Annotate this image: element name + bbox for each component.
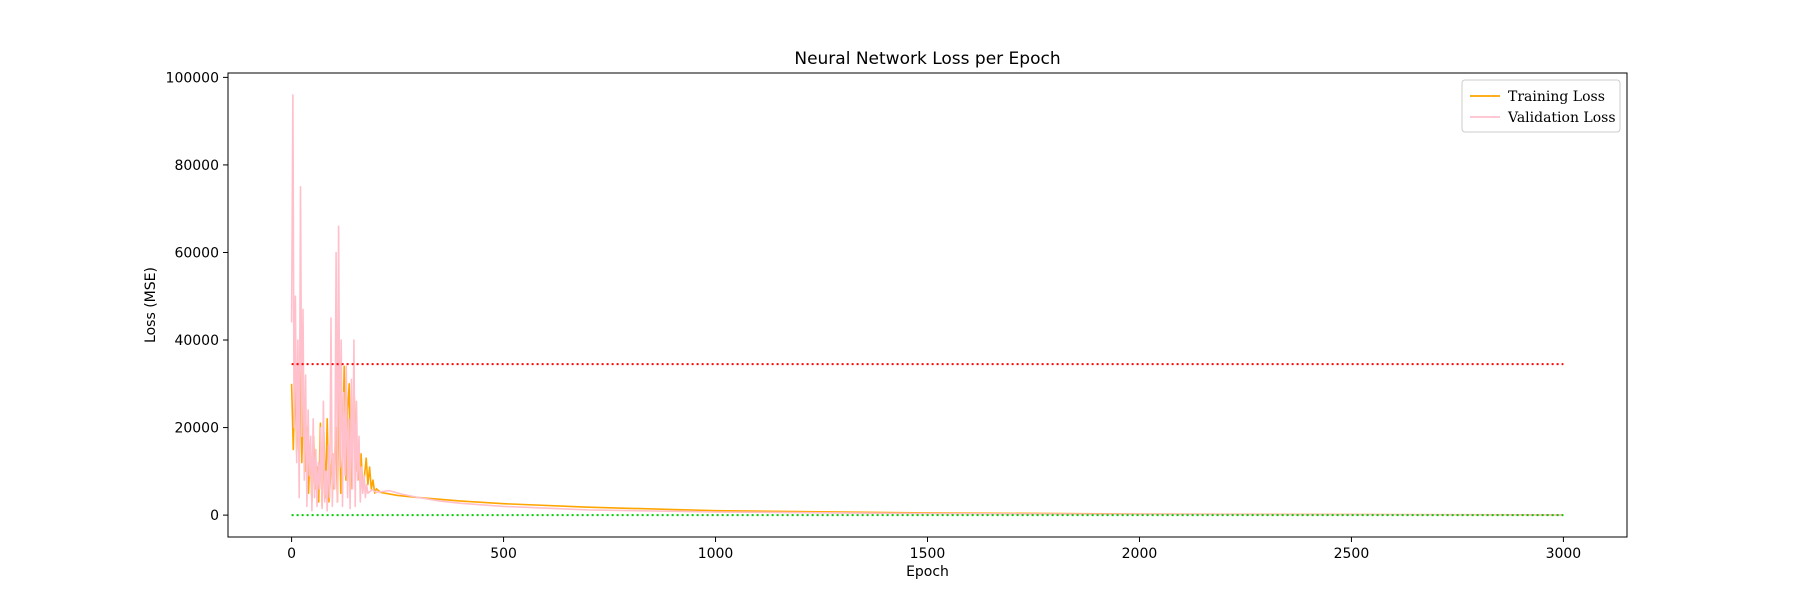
x-tick-label: 0 xyxy=(287,546,296,562)
y-tick-label: 60000 xyxy=(174,245,219,261)
legend-entry: Validation Loss xyxy=(1507,110,1616,126)
x-tick-label: 2000 xyxy=(1122,546,1158,562)
y-tick-label: 0 xyxy=(210,508,219,524)
axes: 0 500 1000 1500 2000 2500 3000 0 20000 40000 60000… xyxy=(166,70,1628,562)
legend: Training Loss Validation Loss xyxy=(1461,79,1621,133)
x-tick-label: 3000 xyxy=(1546,546,1582,562)
legend-box xyxy=(1461,79,1621,133)
chart-title: Neural Network Loss per Epoch xyxy=(794,49,1060,69)
plot-frame xyxy=(227,72,1628,538)
x-tick-label: 500 xyxy=(490,546,517,562)
plot-area xyxy=(290,94,1564,517)
y-tick-label: 80000 xyxy=(174,158,219,174)
y-tick-label: 20000 xyxy=(174,421,219,437)
y-tick-label: 100000 xyxy=(166,70,219,86)
x-tick-label: 1000 xyxy=(698,546,734,562)
y-tick-label: 40000 xyxy=(174,333,219,349)
x-tick-label: 1500 xyxy=(910,546,946,562)
x-axis-label: Epoch xyxy=(906,564,949,580)
legend-entry: Training Loss xyxy=(1508,89,1605,105)
series-line-validation-loss xyxy=(290,94,1564,516)
x-tick-label: 2500 xyxy=(1334,546,1370,562)
series-line-training-loss xyxy=(290,365,1564,516)
y-axis-label: Loss (MSE) xyxy=(143,267,159,343)
